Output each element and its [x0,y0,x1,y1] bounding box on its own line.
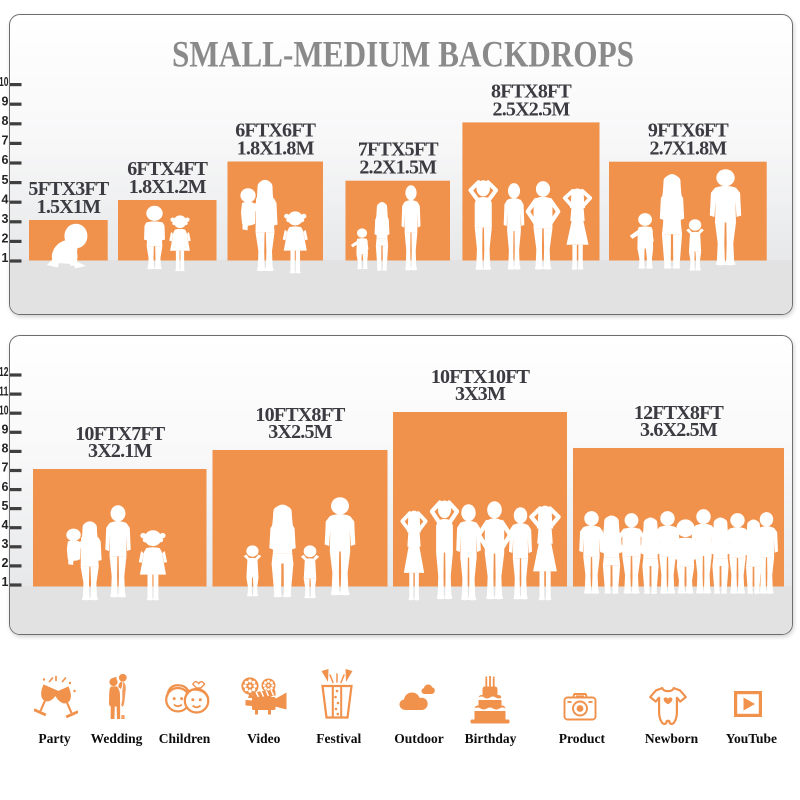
svg-text:8: 8 [2,114,9,128]
svg-text:7: 7 [2,461,9,475]
svg-text:9FTX6FT: 9FTX6FT [648,120,729,142]
svg-text:10FTX8FT: 10FTX8FT [255,404,346,426]
svg-text:6FTX6FT: 6FTX6FT [235,120,316,142]
svg-text:10: 10 [0,403,9,417]
svg-text:6: 6 [2,480,9,494]
svg-text:10FTX10FT: 10FTX10FT [431,366,531,388]
svg-text:10: 10 [0,75,9,89]
svg-text:10FTX7FT: 10FTX7FT [75,423,166,445]
svg-text:5FTX3FT: 5FTX3FT [28,178,109,200]
svg-text:4: 4 [2,192,9,206]
svg-text:5: 5 [2,499,9,513]
svg-text:6: 6 [2,153,9,167]
svg-text:11: 11 [0,384,9,398]
svg-text:1: 1 [2,575,9,589]
svg-text:9: 9 [2,94,9,108]
svg-text:2.2X1.5M: 2.2X1.5M [359,157,437,179]
svg-text:2.5X2.5M: 2.5X2.5M [493,98,571,120]
svg-text:2: 2 [2,556,9,570]
svg-text:3.6X2.5M: 3.6X2.5M [640,419,718,441]
svg-text:1.5X1M: 1.5X1M [37,196,101,218]
svg-text:4: 4 [2,518,9,532]
svg-text:3X2.5M: 3X2.5M [268,421,332,443]
svg-text:SMALL-MEDIUM BACKDROPS: SMALL-MEDIUM BACKDROPS [172,35,634,76]
svg-text:5: 5 [2,173,9,187]
svg-text:1: 1 [2,251,9,265]
svg-text:8FTX8FT: 8FTX8FT [491,80,572,102]
svg-text:12FTX8FT: 12FTX8FT [634,402,725,424]
svg-text:3X2.1M: 3X2.1M [88,440,152,462]
svg-text:3: 3 [2,212,9,226]
svg-text:2: 2 [2,232,9,246]
svg-text:6FTX4FT: 6FTX4FT [127,158,208,180]
svg-text:3: 3 [2,537,9,551]
svg-text:3X3M: 3X3M [455,383,506,405]
svg-text:12: 12 [0,365,9,379]
svg-text:1.8X1.2M: 1.8X1.2M [129,176,207,198]
svg-text:9: 9 [2,423,9,437]
svg-text:8: 8 [2,442,9,456]
svg-text:7FTX5FT: 7FTX5FT [358,139,439,161]
svg-text:7: 7 [2,134,9,148]
svg-text:1.8X1.8M: 1.8X1.8M [237,138,315,160]
svg-text:2.7X1.8M: 2.7X1.8M [649,138,727,160]
